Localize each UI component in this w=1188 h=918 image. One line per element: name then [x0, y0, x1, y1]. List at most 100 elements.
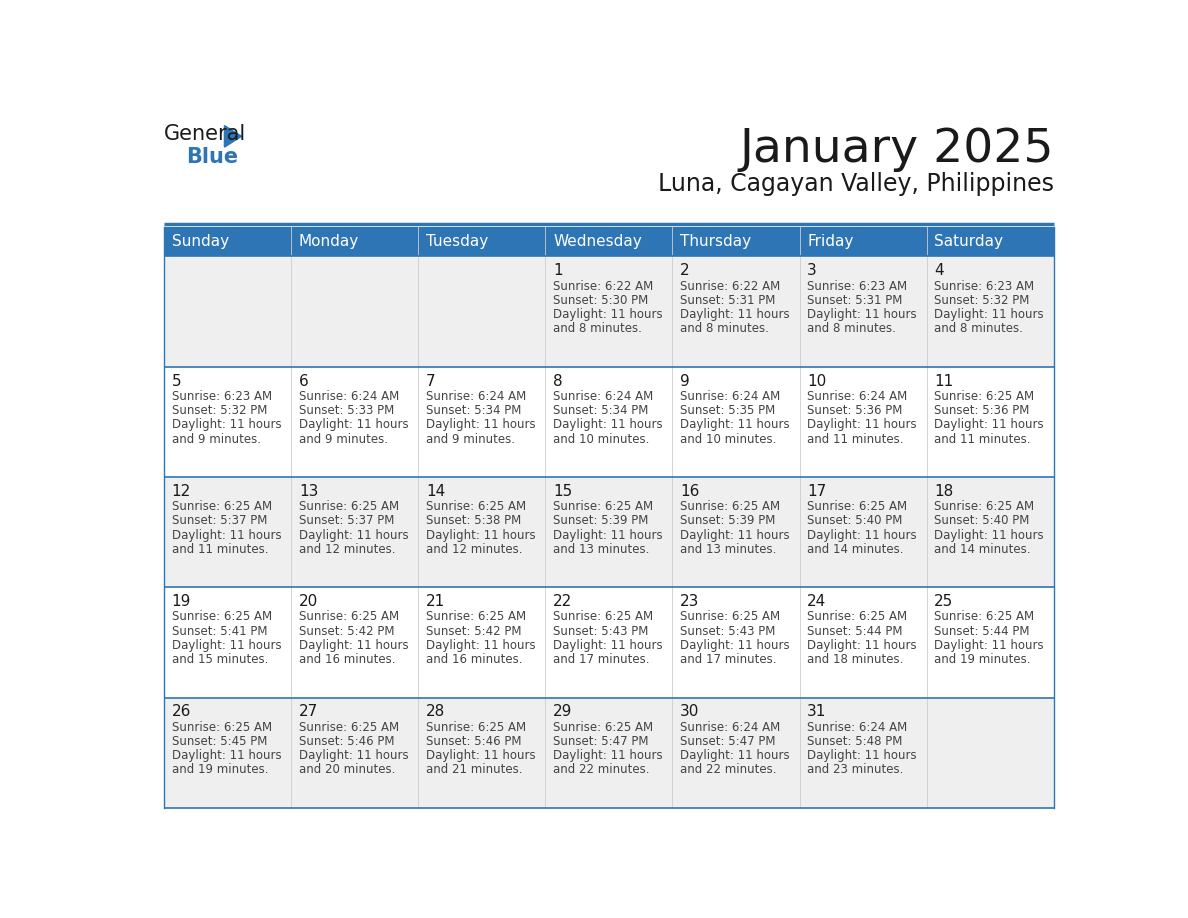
Text: 19: 19	[172, 594, 191, 610]
Text: Friday: Friday	[808, 234, 854, 250]
Text: 10: 10	[808, 374, 827, 388]
Text: Daylight: 11 hours: Daylight: 11 hours	[299, 639, 409, 652]
Text: Sunrise: 6:24 AM: Sunrise: 6:24 AM	[426, 390, 526, 403]
Text: and 17 minutes.: and 17 minutes.	[554, 653, 650, 666]
Polygon shape	[225, 126, 241, 147]
Text: Blue: Blue	[185, 147, 238, 167]
Text: Daylight: 11 hours: Daylight: 11 hours	[681, 308, 790, 321]
Text: Sunrise: 6:25 AM: Sunrise: 6:25 AM	[172, 610, 272, 623]
Bar	[164, 256, 1054, 366]
Text: Sunset: 5:44 PM: Sunset: 5:44 PM	[934, 624, 1030, 638]
Text: Sunset: 5:32 PM: Sunset: 5:32 PM	[172, 404, 267, 417]
Text: Daylight: 11 hours: Daylight: 11 hours	[554, 639, 663, 652]
Text: Daylight: 11 hours: Daylight: 11 hours	[426, 419, 536, 431]
Text: Sunset: 5:47 PM: Sunset: 5:47 PM	[554, 735, 649, 748]
Text: Sunrise: 6:25 AM: Sunrise: 6:25 AM	[299, 500, 399, 513]
Text: Sunset: 5:43 PM: Sunset: 5:43 PM	[681, 624, 776, 638]
Text: Sunrise: 6:25 AM: Sunrise: 6:25 AM	[426, 500, 526, 513]
Text: and 11 minutes.: and 11 minutes.	[808, 432, 904, 445]
Text: and 18 minutes.: and 18 minutes.	[808, 653, 904, 666]
Text: Sunrise: 6:25 AM: Sunrise: 6:25 AM	[299, 610, 399, 623]
Text: Daylight: 11 hours: Daylight: 11 hours	[681, 529, 790, 542]
Text: and 19 minutes.: and 19 minutes.	[934, 653, 1031, 666]
Text: Sunrise: 6:25 AM: Sunrise: 6:25 AM	[934, 610, 1035, 623]
Text: Sunrise: 6:24 AM: Sunrise: 6:24 AM	[808, 390, 908, 403]
Text: Sunrise: 6:25 AM: Sunrise: 6:25 AM	[934, 390, 1035, 403]
Text: Sunset: 5:46 PM: Sunset: 5:46 PM	[299, 735, 394, 748]
Text: Sunset: 5:41 PM: Sunset: 5:41 PM	[172, 624, 267, 638]
Text: 16: 16	[681, 484, 700, 498]
Text: Sunset: 5:31 PM: Sunset: 5:31 PM	[808, 294, 903, 307]
Text: Sunset: 5:36 PM: Sunset: 5:36 PM	[808, 404, 903, 417]
Text: and 9 minutes.: and 9 minutes.	[299, 432, 387, 445]
Text: 26: 26	[172, 704, 191, 720]
Text: Sunset: 5:42 PM: Sunset: 5:42 PM	[299, 624, 394, 638]
Text: Sunrise: 6:23 AM: Sunrise: 6:23 AM	[172, 390, 272, 403]
Text: Sunrise: 6:25 AM: Sunrise: 6:25 AM	[808, 610, 908, 623]
Text: Sunrise: 6:24 AM: Sunrise: 6:24 AM	[554, 390, 653, 403]
Text: Sunrise: 6:25 AM: Sunrise: 6:25 AM	[172, 500, 272, 513]
Text: Sunrise: 6:23 AM: Sunrise: 6:23 AM	[934, 280, 1035, 293]
Text: and 21 minutes.: and 21 minutes.	[426, 764, 523, 777]
Text: Sunset: 5:40 PM: Sunset: 5:40 PM	[808, 514, 903, 527]
Text: and 8 minutes.: and 8 minutes.	[681, 322, 769, 335]
Text: and 15 minutes.: and 15 minutes.	[172, 653, 268, 666]
Text: Daylight: 11 hours: Daylight: 11 hours	[554, 419, 663, 431]
Text: Daylight: 11 hours: Daylight: 11 hours	[426, 749, 536, 762]
Text: 6: 6	[299, 374, 309, 388]
Text: 4: 4	[934, 263, 944, 278]
Text: Daylight: 11 hours: Daylight: 11 hours	[554, 308, 663, 321]
Text: Daylight: 11 hours: Daylight: 11 hours	[808, 308, 917, 321]
Text: and 13 minutes.: and 13 minutes.	[681, 543, 777, 555]
Text: and 14 minutes.: and 14 minutes.	[808, 543, 904, 555]
Text: 9: 9	[681, 374, 690, 388]
Text: 2: 2	[681, 263, 690, 278]
Text: 17: 17	[808, 484, 827, 498]
Text: 20: 20	[299, 594, 318, 610]
Bar	[164, 477, 1054, 588]
Text: 23: 23	[681, 594, 700, 610]
Text: and 22 minutes.: and 22 minutes.	[554, 764, 650, 777]
Text: General: General	[164, 124, 246, 144]
Text: Sunset: 5:31 PM: Sunset: 5:31 PM	[681, 294, 776, 307]
Text: 21: 21	[426, 594, 446, 610]
Text: and 10 minutes.: and 10 minutes.	[554, 432, 650, 445]
Text: Sunset: 5:36 PM: Sunset: 5:36 PM	[934, 404, 1030, 417]
Text: and 16 minutes.: and 16 minutes.	[426, 653, 523, 666]
Text: 7: 7	[426, 374, 436, 388]
Bar	[164, 366, 1054, 477]
Text: and 19 minutes.: and 19 minutes.	[172, 764, 268, 777]
Text: Daylight: 11 hours: Daylight: 11 hours	[681, 639, 790, 652]
Text: Daylight: 11 hours: Daylight: 11 hours	[681, 419, 790, 431]
Text: and 14 minutes.: and 14 minutes.	[934, 543, 1031, 555]
Text: 8: 8	[554, 374, 563, 388]
Text: Sunrise: 6:24 AM: Sunrise: 6:24 AM	[681, 721, 781, 733]
Text: Daylight: 11 hours: Daylight: 11 hours	[172, 419, 282, 431]
Text: Daylight: 11 hours: Daylight: 11 hours	[426, 529, 536, 542]
Text: Daylight: 11 hours: Daylight: 11 hours	[934, 308, 1044, 321]
Text: Daylight: 11 hours: Daylight: 11 hours	[554, 529, 663, 542]
Text: 12: 12	[172, 484, 191, 498]
Text: and 11 minutes.: and 11 minutes.	[172, 543, 268, 555]
Text: Sunset: 5:38 PM: Sunset: 5:38 PM	[426, 514, 522, 527]
Text: Sunrise: 6:25 AM: Sunrise: 6:25 AM	[172, 721, 272, 733]
Text: Daylight: 11 hours: Daylight: 11 hours	[426, 639, 536, 652]
Text: Luna, Cagayan Valley, Philippines: Luna, Cagayan Valley, Philippines	[658, 172, 1054, 196]
Text: Sunrise: 6:25 AM: Sunrise: 6:25 AM	[426, 610, 526, 623]
Text: Sunset: 5:44 PM: Sunset: 5:44 PM	[808, 624, 903, 638]
Text: Daylight: 11 hours: Daylight: 11 hours	[808, 419, 917, 431]
Text: Daylight: 11 hours: Daylight: 11 hours	[808, 529, 917, 542]
Text: and 22 minutes.: and 22 minutes.	[681, 764, 777, 777]
Text: Sunrise: 6:25 AM: Sunrise: 6:25 AM	[299, 721, 399, 733]
Text: Wednesday: Wednesday	[554, 234, 642, 250]
Text: and 8 minutes.: and 8 minutes.	[808, 322, 896, 335]
Text: Sunset: 5:30 PM: Sunset: 5:30 PM	[554, 294, 649, 307]
Text: Sunrise: 6:25 AM: Sunrise: 6:25 AM	[808, 500, 908, 513]
Text: Daylight: 11 hours: Daylight: 11 hours	[299, 529, 409, 542]
Text: Daylight: 11 hours: Daylight: 11 hours	[172, 639, 282, 652]
Text: Sunrise: 6:25 AM: Sunrise: 6:25 AM	[554, 500, 653, 513]
Text: 11: 11	[934, 374, 954, 388]
Text: Sunset: 5:48 PM: Sunset: 5:48 PM	[808, 735, 903, 748]
Text: Daylight: 11 hours: Daylight: 11 hours	[299, 419, 409, 431]
Text: Sunset: 5:42 PM: Sunset: 5:42 PM	[426, 624, 522, 638]
